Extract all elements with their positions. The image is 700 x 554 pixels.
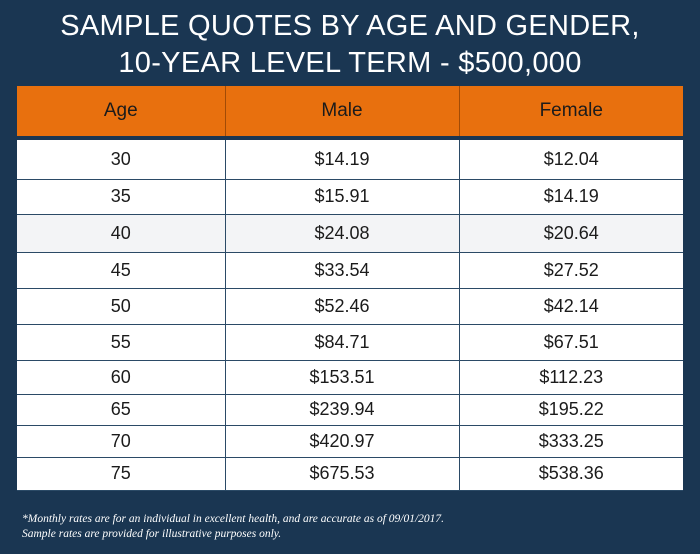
header-male: Male bbox=[225, 86, 460, 136]
table-header-row: Age Male Female bbox=[17, 86, 683, 136]
cell-female: $67.51 bbox=[459, 324, 683, 361]
footnote-line-1: *Monthly rates are for an individual in … bbox=[22, 513, 445, 525]
cell-age: 35 bbox=[17, 179, 226, 215]
cell-male: $153.51 bbox=[225, 360, 460, 395]
table-row: 35 $15.91 $14.19 bbox=[17, 179, 683, 215]
footnote-line-2: Sample rates are provided for illustrati… bbox=[22, 528, 282, 540]
cell-male: $84.71 bbox=[225, 324, 460, 361]
cell-female: $12.04 bbox=[459, 140, 683, 180]
table-row: 40 $24.08 $20.64 bbox=[17, 214, 683, 253]
cell-age: 45 bbox=[17, 252, 226, 289]
cell-age: 55 bbox=[17, 324, 226, 361]
cell-male: $24.08 bbox=[225, 214, 460, 253]
table-body: 30 $14.19 $12.04 35 $15.91 $14.19 40 $24… bbox=[17, 140, 683, 491]
cell-female: $42.14 bbox=[459, 288, 683, 325]
page-title: SAMPLE QUOTES BY AGE AND GENDER, 10-YEAR… bbox=[0, 8, 700, 82]
cell-age: 70 bbox=[17, 425, 226, 458]
header-age: Age bbox=[17, 86, 226, 136]
cell-female: $333.25 bbox=[459, 425, 683, 458]
cell-male: $15.91 bbox=[225, 179, 460, 215]
table-row: 60 $153.51 $112.23 bbox=[17, 360, 683, 395]
table-row: 65 $239.94 $195.22 bbox=[17, 394, 683, 426]
cell-female: $20.64 bbox=[459, 214, 683, 253]
cell-age: 50 bbox=[17, 288, 226, 325]
table-row: 75 $675.53 $538.36 bbox=[17, 457, 683, 491]
cell-female: $112.23 bbox=[459, 360, 683, 395]
cell-male: $52.46 bbox=[225, 288, 460, 325]
cell-age: 30 bbox=[17, 140, 226, 180]
cell-male: $675.53 bbox=[225, 457, 460, 491]
table-row: 45 $33.54 $27.52 bbox=[17, 252, 683, 289]
cell-male: $239.94 bbox=[225, 394, 460, 426]
cell-female: $538.36 bbox=[459, 457, 683, 491]
table-row: 55 $84.71 $67.51 bbox=[17, 324, 683, 361]
cell-age: 60 bbox=[17, 360, 226, 395]
cell-age: 40 bbox=[17, 214, 226, 253]
cell-age: 75 bbox=[17, 457, 226, 491]
cell-female: $27.52 bbox=[459, 252, 683, 289]
cell-female: $195.22 bbox=[459, 394, 683, 426]
cell-male: $33.54 bbox=[225, 252, 460, 289]
cell-female: $14.19 bbox=[459, 179, 683, 215]
footnote: *Monthly rates are for an individual in … bbox=[22, 512, 682, 542]
table-row: 50 $52.46 $42.14 bbox=[17, 288, 683, 325]
cell-male: $420.97 bbox=[225, 425, 460, 458]
title-line-1: SAMPLE QUOTES BY AGE AND GENDER, bbox=[60, 10, 640, 42]
cell-age: 65 bbox=[17, 394, 226, 426]
quotes-table: Age Male Female 30 $14.19 $12.04 35 $15.… bbox=[17, 86, 683, 491]
cell-male: $14.19 bbox=[225, 140, 460, 180]
table-row: 70 $420.97 $333.25 bbox=[17, 425, 683, 458]
table-row: 30 $14.19 $12.04 bbox=[17, 140, 683, 180]
header-female: Female bbox=[459, 86, 683, 136]
title-line-2: 10-YEAR LEVEL TERM - $500,000 bbox=[118, 47, 582, 79]
